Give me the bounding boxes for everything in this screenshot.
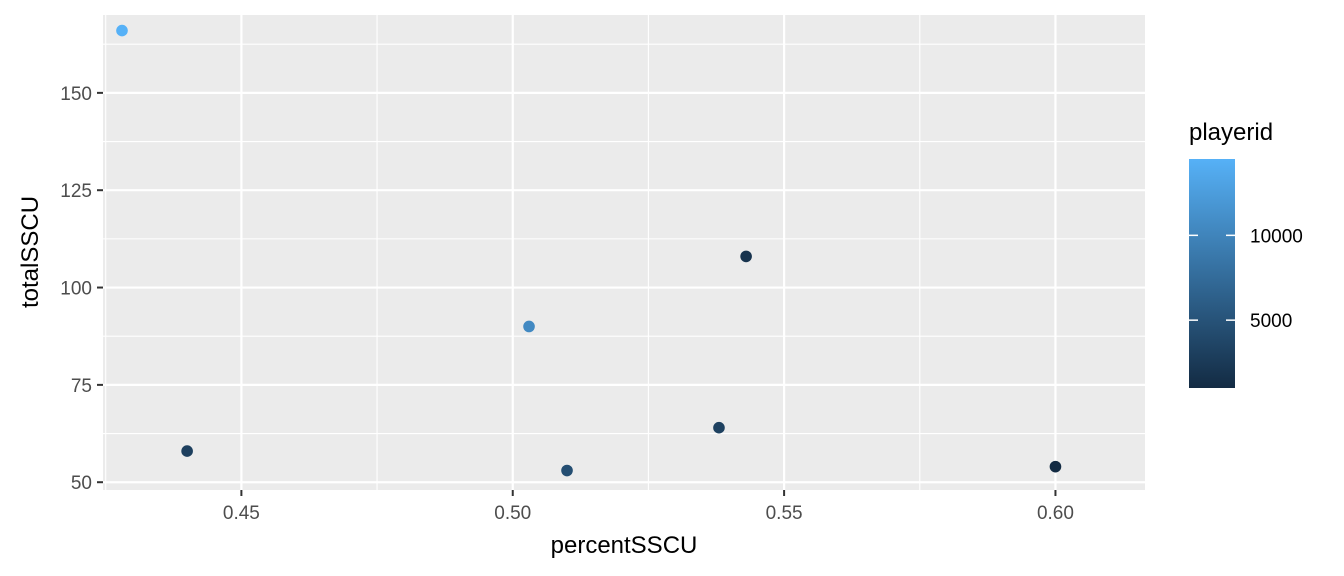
plot-panel (103, 15, 1145, 490)
axes: 0.45 0.50 0.55 0.60 50 75 100 125 150 (60, 84, 1074, 524)
data-point (1049, 460, 1062, 473)
legend: playerid 5000 10000 (1189, 119, 1303, 388)
legend-title: playerid (1189, 119, 1273, 146)
x-tick-label: 0.60 (1037, 503, 1074, 524)
y-tick-label: 125 (60, 181, 92, 202)
x-tick-label: 0.55 (766, 503, 803, 524)
legend-label: 10000 (1250, 226, 1303, 247)
legend-label: 5000 (1250, 311, 1292, 332)
data-point (713, 421, 725, 434)
y-tick-label: 150 (60, 84, 92, 105)
legend-colorbar (1189, 159, 1235, 388)
y-tick-label: 75 (71, 376, 92, 397)
x-tick-label: 0.50 (494, 503, 531, 524)
data-point (116, 24, 128, 37)
x-axis-title: percentSSCU (551, 532, 698, 559)
y-axis-title: totalSSCU (17, 196, 44, 308)
x-tick-label: 0.45 (223, 503, 260, 524)
data-points (116, 24, 1062, 477)
data-point (561, 464, 573, 477)
grid-lines (103, 15, 1145, 490)
data-point (523, 320, 535, 333)
legend-ticks: 5000 10000 (1189, 226, 1303, 332)
y-tick-label: 100 (60, 279, 92, 300)
data-point (740, 250, 752, 263)
data-point (181, 445, 193, 457)
y-tick-label: 50 (71, 473, 92, 494)
